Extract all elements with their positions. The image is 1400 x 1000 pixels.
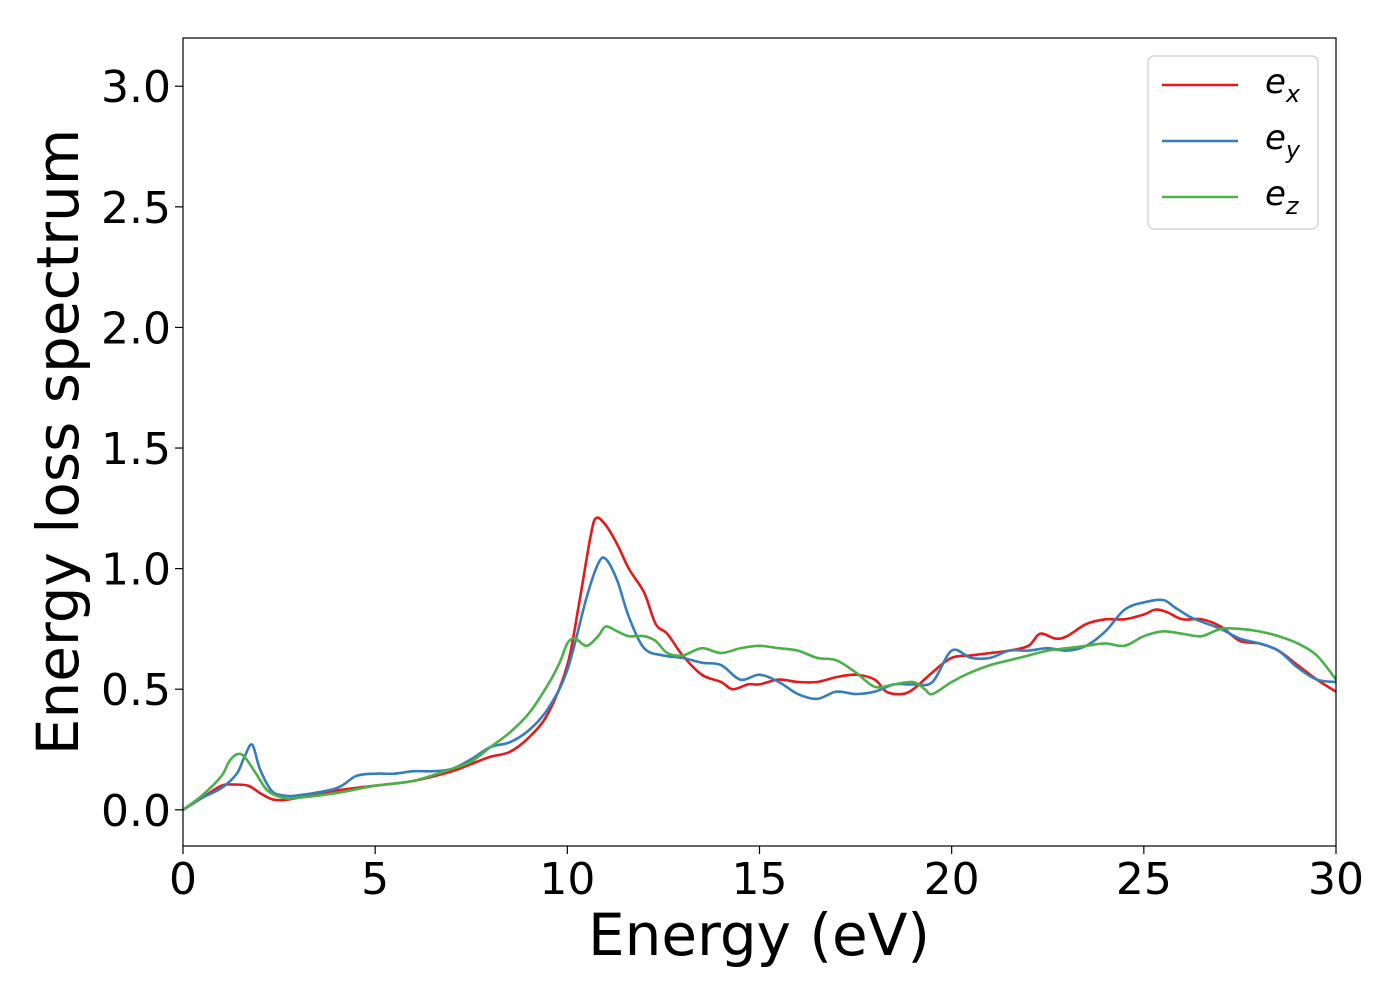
legend-label-base: e xyxy=(1265,174,1286,214)
y-tick-label: 1.5 xyxy=(101,424,171,475)
y-axis-title: Energy loss spectrum xyxy=(24,129,92,755)
legend-label-subscript: y xyxy=(1285,136,1301,164)
legend-label-base: e xyxy=(1265,62,1286,102)
x-tick-label: 20 xyxy=(924,854,980,905)
legend-label-subscript: x xyxy=(1285,80,1301,108)
legend-label-subscript: z xyxy=(1285,192,1300,220)
x-tick-label: 5 xyxy=(361,854,389,905)
y-tick-label: 0.0 xyxy=(101,786,171,837)
series-line-y xyxy=(183,556,1336,812)
x-tick-label: 30 xyxy=(1308,854,1364,905)
y-tick-label: 3.0 xyxy=(101,62,171,113)
x-tick-label: 0 xyxy=(169,854,197,905)
x-axis-title: Energy (eV) xyxy=(588,901,930,969)
y-axis: 0.0 0.5 1.0 1.5 2.0 2.5 3.0 xyxy=(101,62,183,837)
x-tick-label: 15 xyxy=(732,854,788,905)
y-tick-label: 0.5 xyxy=(101,665,171,716)
y-tick-label: 1.0 xyxy=(101,545,171,596)
legend-label-x: ex xyxy=(1265,62,1301,108)
legend-label-y: ey xyxy=(1265,118,1301,164)
y-tick-label: 2.0 xyxy=(101,303,171,354)
y-tick-label: 2.5 xyxy=(101,183,171,234)
legend-label-z: ez xyxy=(1265,174,1300,220)
x-axis: 0 5 10 15 20 25 30 xyxy=(169,846,1364,905)
legend-label-base: e xyxy=(1265,118,1286,158)
x-tick-label: 10 xyxy=(539,854,595,905)
series-layer xyxy=(183,516,1336,812)
x-tick-label: 25 xyxy=(1116,854,1172,905)
series-line-z xyxy=(183,625,1336,812)
legend-box xyxy=(1147,55,1319,230)
